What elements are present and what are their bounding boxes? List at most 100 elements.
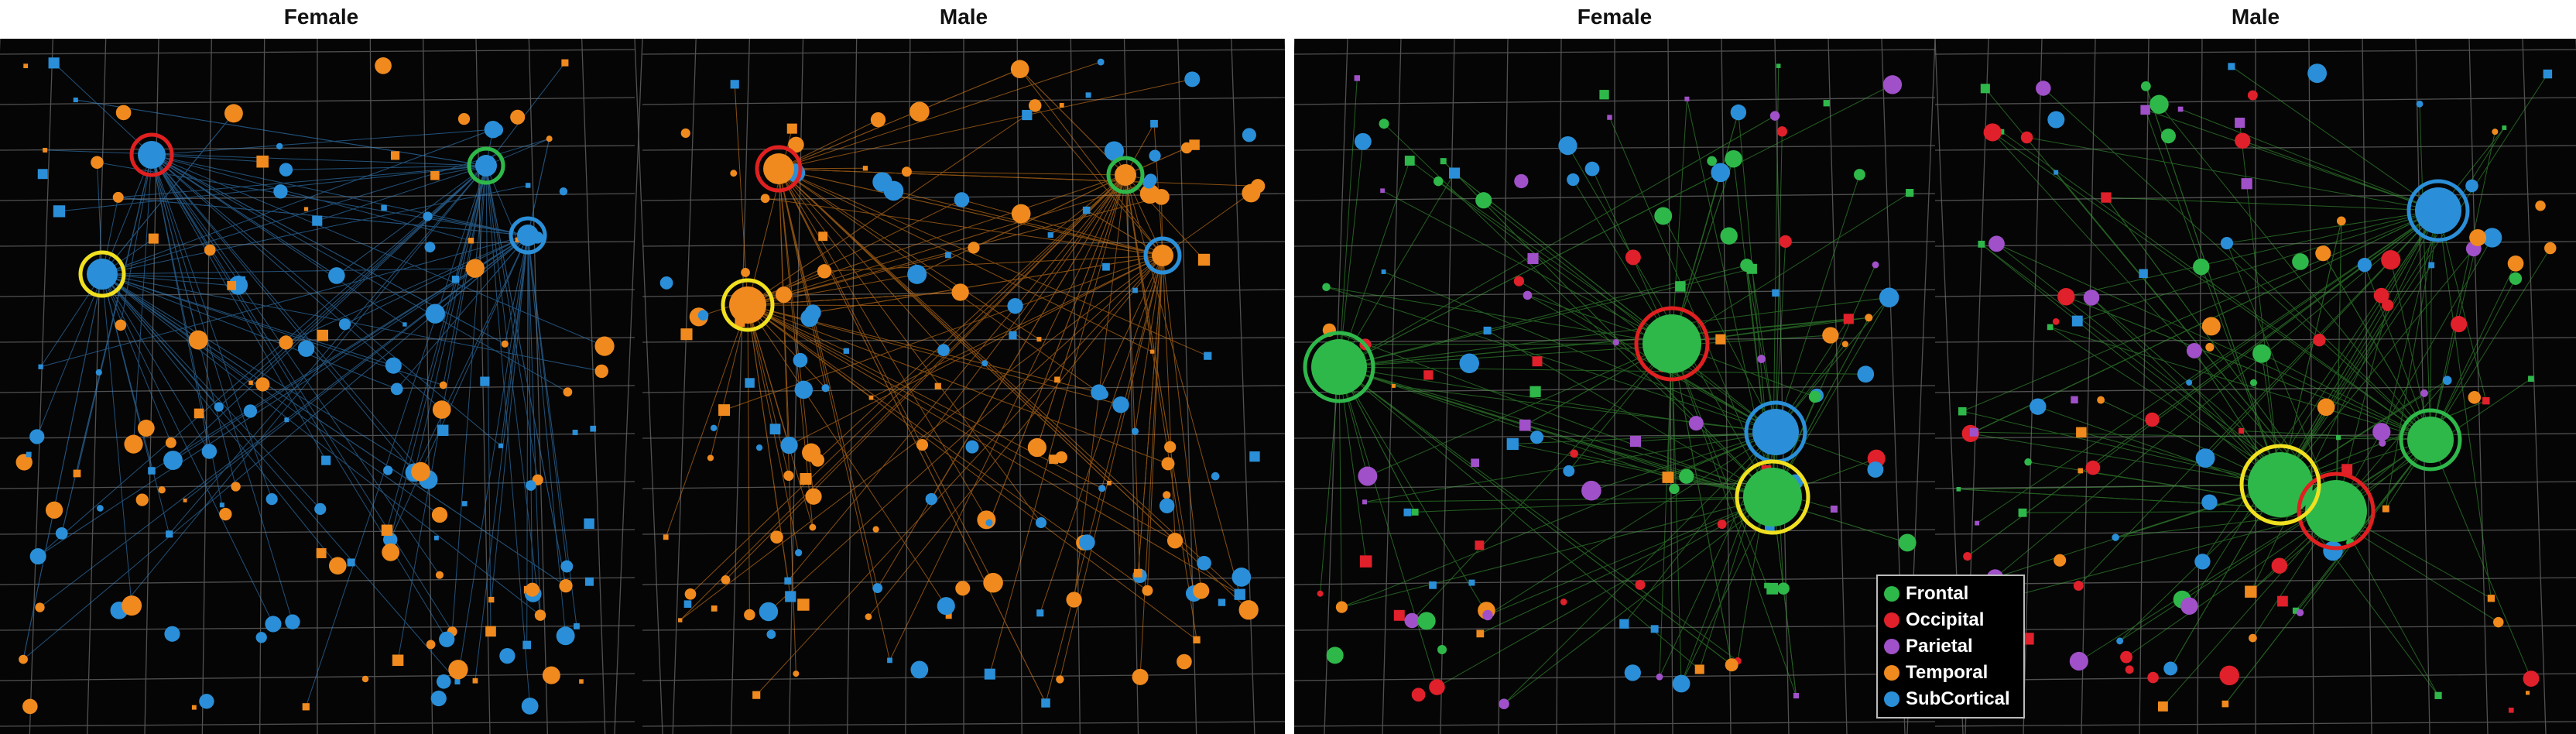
- brain-region-cube: [1519, 419, 1531, 431]
- connection-edge: [2078, 439, 2431, 662]
- brain-region-cube: [711, 605, 718, 612]
- brain-region-sphere: [122, 595, 142, 616]
- brain-region-sphere: [2145, 412, 2160, 427]
- connection-edge: [1992, 132, 2431, 441]
- brain-region-sphere: [1567, 173, 1580, 187]
- brain-region-sphere: [1197, 555, 1211, 571]
- connection-edge: [101, 273, 274, 625]
- connection-edge: [96, 162, 103, 275]
- connection-edge: [747, 115, 1028, 306]
- brain-region-sphere: [780, 436, 798, 454]
- brain-region-cube: [574, 623, 580, 629]
- brain-region-sphere: [1132, 668, 1149, 685]
- connection-edge: [305, 165, 487, 707]
- brain-region-sphere: [1983, 123, 2002, 142]
- brain-region-cube: [944, 252, 951, 259]
- brain-region-sphere: [1707, 156, 1717, 166]
- grid-line: [634, 39, 663, 734]
- connection-edge: [101, 273, 220, 407]
- brain-region-sphere: [231, 482, 241, 492]
- connection-edge: [1671, 343, 1682, 684]
- brain-region-cube: [2078, 468, 2084, 474]
- brain-region-cube: [785, 591, 796, 602]
- brain-region-cube: [1980, 84, 1990, 94]
- brain-region-cube: [1650, 625, 1659, 633]
- brain-region-sphere: [1499, 698, 1509, 709]
- brain-region-sphere: [1354, 132, 1372, 150]
- brain-region-cube: [522, 640, 532, 650]
- connection-edge: [2231, 66, 2439, 211]
- connection-edge: [747, 304, 1240, 595]
- brain-region-sphere: [1769, 111, 1780, 121]
- panel-title-male-right: Male: [2231, 5, 2280, 29]
- connection-edge: [747, 304, 791, 597]
- connectome-panel-temporal-subcortical: [0, 39, 1285, 734]
- brain-region-cube: [312, 215, 323, 226]
- connection-edge: [151, 154, 415, 473]
- brain-region-sphere: [883, 180, 904, 201]
- connection-edge: [101, 273, 440, 516]
- connection-edge: [1320, 366, 1340, 594]
- brain-region-sphere: [361, 675, 369, 683]
- connection-edge: [1338, 160, 1410, 368]
- connection-edge: [151, 154, 453, 632]
- connection-edge: [795, 172, 1163, 256]
- brain-region-cube: [1249, 451, 1260, 462]
- brain-region-sphere: [1326, 647, 1344, 664]
- brain-region-sphere: [265, 493, 278, 506]
- connection-edge: [2170, 210, 2439, 669]
- connection-edge: [961, 199, 1163, 256]
- brain-region-sphere: [1193, 582, 1210, 599]
- brain-region-sphere: [1007, 297, 1023, 314]
- brain-region-sphere: [1097, 58, 1105, 66]
- brain-region-cube: [1599, 90, 1609, 100]
- connection-edge: [97, 162, 529, 236]
- brain-region-cube: [498, 443, 504, 448]
- connection-edge: [1338, 334, 1831, 368]
- connection-edge: [527, 235, 567, 636]
- brain-region-cube: [2382, 505, 2389, 513]
- hub-node: [1743, 468, 1802, 526]
- brain-region-sphere: [285, 614, 300, 629]
- brain-region-nodes: [659, 58, 1266, 708]
- hub-highlight-ring: [467, 146, 505, 185]
- brain-region-sphere: [1779, 235, 1792, 249]
- brain-region-cube: [945, 612, 952, 619]
- connection-edge: [173, 165, 487, 461]
- connection-edge: [1407, 496, 1773, 513]
- brain-region-sphere: [1177, 653, 1192, 670]
- brain-region-sphere: [872, 526, 879, 533]
- connection-edge: [1338, 366, 1697, 424]
- brain-region-sphere: [659, 276, 673, 290]
- connection-edge: [1326, 286, 1673, 345]
- connection-edge: [1146, 255, 1163, 591]
- brain-region-cube: [1694, 664, 1704, 674]
- brain-network-3d-view-left: [0, 39, 1285, 734]
- connection-edge: [747, 196, 1162, 306]
- brain-region-cube: [2508, 707, 2514, 713]
- connection-edge: [22, 273, 103, 660]
- brain-region-sphere: [1035, 517, 1047, 529]
- brain-region-cube: [1675, 281, 1686, 292]
- brain-region-sphere: [1153, 189, 1170, 205]
- brain-region-cube: [1830, 505, 1838, 513]
- legend-item-occipital: Occipital: [1884, 607, 2017, 633]
- brain-region-cube: [381, 524, 393, 536]
- brain-region-sphere: [411, 461, 430, 482]
- brain-region-sphere: [1459, 353, 1479, 374]
- connection-edge: [151, 154, 471, 242]
- brain-region-sphere: [2194, 554, 2211, 570]
- brain-region-cube: [480, 376, 490, 386]
- brain-region-cube: [2241, 178, 2252, 190]
- brain-region-cube: [2336, 435, 2341, 441]
- brain-region-sphere: [954, 192, 970, 208]
- brain-region-sphere: [1164, 441, 1177, 453]
- brain-region-sphere: [2482, 228, 2502, 248]
- connection-edge: [1663, 215, 1776, 433]
- brain-region-sphere: [559, 187, 568, 196]
- brain-region-nodes: [15, 57, 615, 715]
- connection-edge: [389, 235, 529, 540]
- brain-region-sphere: [1879, 287, 1899, 308]
- connection-edge: [2280, 221, 2342, 485]
- brain-region-sphere: [937, 597, 955, 616]
